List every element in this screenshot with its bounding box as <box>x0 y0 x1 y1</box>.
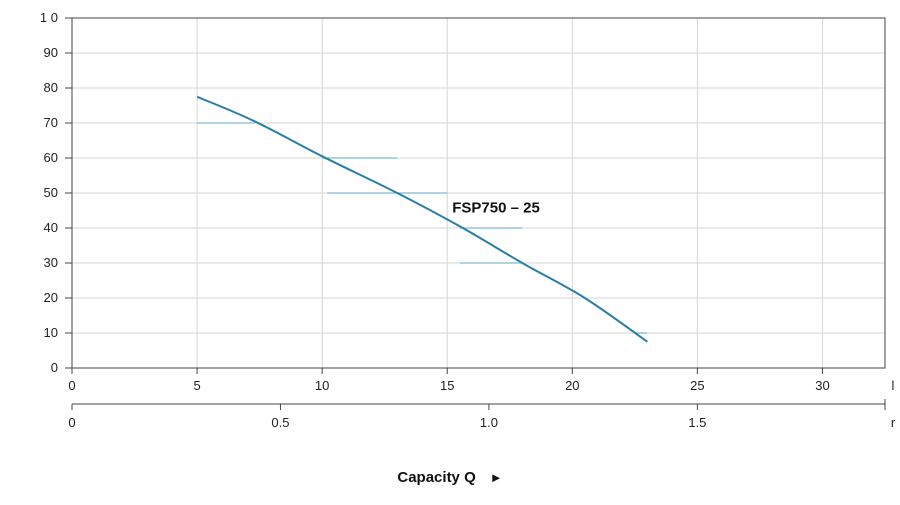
x-tick-label: 30 <box>815 378 829 393</box>
x-axis-unit-fragment: l <box>892 378 895 393</box>
x-tick-label: 15 <box>440 378 454 393</box>
x-tick-label: 10 <box>315 378 329 393</box>
x2-tick-label: 1.5 <box>688 415 706 430</box>
x-axis-title-text: Capacity Q <box>397 469 476 486</box>
x2-tick-label: 0 <box>68 415 75 430</box>
y-tick-label: 70 <box>44 115 58 130</box>
y-tick-label: 90 <box>44 45 58 60</box>
x-axis-secondary: 0 0.5 1.0 1.5 r <box>68 399 896 430</box>
y-tick-label: 20 <box>44 290 58 305</box>
y-tick-label: 10 <box>44 325 58 340</box>
series-label: FSP750 – 25 <box>452 199 540 216</box>
highlight-lines <box>197 122 648 334</box>
y-tick-label: 30 <box>44 255 58 270</box>
x2-tick-label: 0.5 <box>271 415 289 430</box>
x-tick-label: 5 <box>193 378 200 393</box>
x-tick-label: 0 <box>68 378 75 393</box>
y-tick-label: 40 <box>44 220 58 235</box>
y-tick-label: 80 <box>44 80 58 95</box>
y-tick-label: 0 <box>51 360 58 375</box>
y-tick-label: 1 0 <box>40 10 58 25</box>
y-axis-ticks: 0 10 20 30 40 50 60 70 80 90 1 0 <box>40 10 72 375</box>
x2-axis-unit-fragment: r <box>891 415 896 430</box>
series-line <box>196 95 648 343</box>
x-axis-title: Capacity Q ► <box>0 469 900 486</box>
right-arrow-icon: ► <box>489 470 503 485</box>
x-tick-label: 20 <box>565 378 579 393</box>
y-tick-label: 50 <box>44 185 58 200</box>
x-axis-primary-ticks: 0 5 10 15 20 25 30 l <box>68 368 895 393</box>
series-curve-group: FSP750 – 25 <box>196 95 648 343</box>
y-tick-label: 60 <box>44 150 58 165</box>
grid-lines <box>71 17 885 369</box>
x2-tick-label: 1.0 <box>480 415 498 430</box>
x-tick-label: 25 <box>690 378 704 393</box>
